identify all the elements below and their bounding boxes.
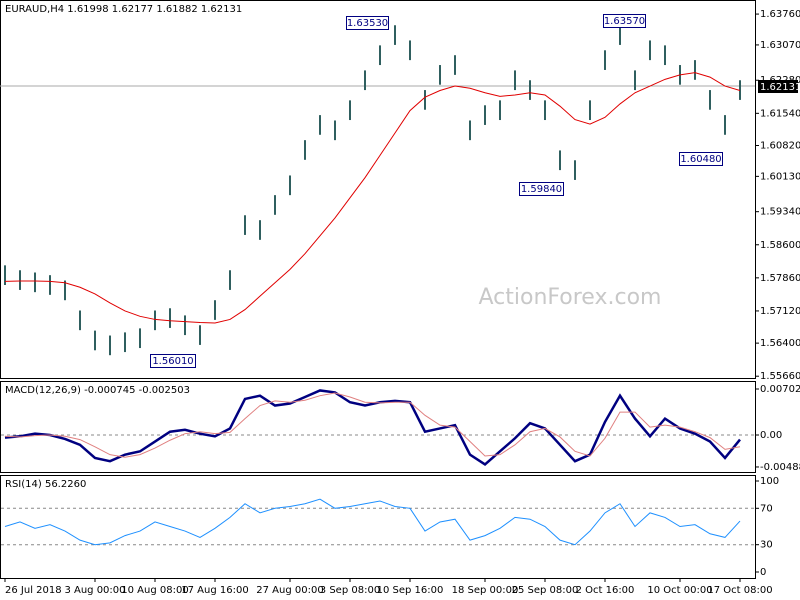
y-tick-label: 1.56400 xyxy=(760,338,800,349)
watermark: ActionForex.com xyxy=(479,285,662,310)
y-tick-label: 1.63760 xyxy=(760,9,800,20)
macd-title: MACD(12,26,9) -0.000745 -0.002503 xyxy=(5,385,190,396)
y-tick-label: 1.58600 xyxy=(760,240,800,251)
main-title: EURAUD,H4 1.61998 1.62177 1.61882 1.6213… xyxy=(5,4,242,15)
annotation: 1.63530 xyxy=(347,18,388,29)
y-tick-label: 1.60820 xyxy=(760,141,800,152)
x-tick-label: 2 Oct 16:00 xyxy=(576,585,635,596)
macd-panel xyxy=(0,381,756,473)
y-tick-label: 100 xyxy=(760,476,779,487)
x-tick-label: 3 Sep 08:00 xyxy=(320,585,380,596)
annotation-box xyxy=(603,14,646,28)
y-tick-label: 1.57120 xyxy=(760,306,800,317)
x-tick-label: 27 Aug 00:00 xyxy=(256,585,323,596)
annotation: 1.60480 xyxy=(680,154,721,165)
y-tick-label: 0 xyxy=(760,567,766,578)
y-tick-label: 1.55660 xyxy=(760,371,800,382)
indicator-line xyxy=(4,389,741,467)
x-tick-label: 10 Aug 08:00 xyxy=(121,585,188,596)
y-tick-label: 0.007021 xyxy=(760,384,800,395)
y-tick-label: -0.004882 xyxy=(760,462,800,473)
y-tick-label: 70 xyxy=(760,503,773,514)
x-tick-label: 18 Sep 00:00 xyxy=(452,585,519,596)
annotation-box xyxy=(346,16,389,30)
annotation: 1.56010 xyxy=(152,356,193,367)
y-tick-label: 1.60130 xyxy=(760,171,800,182)
current-price: 1.62131 xyxy=(760,82,800,93)
main-panel xyxy=(0,0,756,379)
x-tick-label: 3 Aug 00:00 xyxy=(64,585,125,596)
x-tick-label: 17 Aug 16:00 xyxy=(181,585,248,596)
annotation-box xyxy=(150,354,196,368)
annotation: 1.63570 xyxy=(604,16,645,27)
x-tick-label: 10 Sep 16:00 xyxy=(377,585,444,596)
annotation: 1.59840 xyxy=(521,184,562,195)
annotation-box xyxy=(519,182,564,196)
annotation-box xyxy=(679,152,723,166)
x-tick-label: 10 Oct 00:00 xyxy=(647,585,712,596)
y-tick-label: 30 xyxy=(760,540,773,551)
y-tick-label: 1.59340 xyxy=(760,207,800,218)
y-tick-label: 1.63070 xyxy=(760,40,800,51)
current-price-box xyxy=(758,80,798,93)
rsi-title: RSI(14) 56.2260 xyxy=(5,479,86,490)
y-tick-label: 0.00 xyxy=(760,430,782,441)
rsi-panel xyxy=(0,475,756,579)
moving-average xyxy=(4,72,741,324)
y-tick-label: 1.57860 xyxy=(760,273,800,284)
indicator-line xyxy=(4,498,741,546)
x-tick-label: 26 Jul 2018 xyxy=(5,585,62,596)
indicator-line xyxy=(4,392,741,458)
x-tick-label: 25 Sep 08:00 xyxy=(512,585,579,596)
annotations: 1.63530 1.63570 1.59840 1.60480 1.56010 xyxy=(150,14,723,368)
y-tick-label: 1.61540 xyxy=(760,108,800,119)
x-tick-label: 17 Oct 08:00 xyxy=(707,585,772,596)
